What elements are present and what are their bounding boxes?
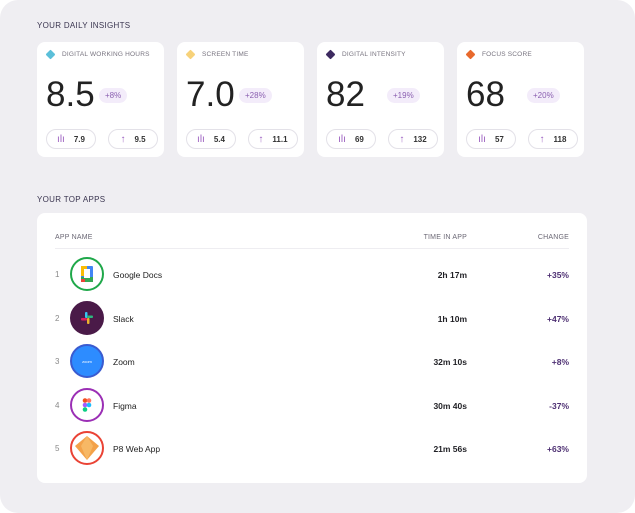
average-pill: ılı 69 [326, 129, 376, 149]
app-name: Figma [113, 400, 137, 411]
table-row[interactable]: 1 Google Docs 2h 17m +35% [37, 257, 587, 293]
top-apps-title: YOUR TOP APPS [37, 195, 106, 204]
average-pill: ılı 57 [466, 129, 516, 149]
card-value: 68 [466, 75, 505, 114]
insight-card[interactable]: FOCUS SCORE 68 +20% ılı 57 ↑ 118 [457, 42, 584, 157]
time-in-app: 2h 17m [437, 270, 467, 280]
high-pill: ↑ 11.1 [248, 129, 298, 149]
average-value: 69 [354, 134, 364, 144]
app-name: P8 Web App [113, 444, 161, 454]
card-label: DIGITAL WORKING HOURS [62, 51, 150, 58]
p8-logo [70, 431, 104, 465]
bar-chart-icon: ılı [197, 133, 205, 145]
app-name: Slack [113, 313, 134, 324]
app-name: Google Docs [113, 270, 163, 280]
change-value: +35% [547, 270, 569, 280]
table-row[interactable]: 5 P8 Web App 21m 56s +63% [37, 431, 587, 467]
diamond-icon [45, 49, 56, 60]
app-name: Zoom [113, 357, 135, 367]
rank: 2 [55, 313, 60, 323]
high-pill: ↑ 132 [388, 129, 438, 149]
card-label: DIGITAL INTENSITY [342, 51, 406, 58]
col-time[interactable]: TIME IN APP [423, 234, 467, 241]
table-row[interactable]: 2 Slack 1h 10m +47% [37, 300, 587, 337]
col-change[interactable]: CHANGE [537, 234, 569, 241]
card-label: SCREEN TIME [202, 51, 249, 58]
card-value: 82 [326, 75, 365, 114]
change-badge: +8% [99, 88, 128, 103]
insight-card[interactable]: SCREEN TIME 7.0 +28% ılı 5.4 ↑ 11.1 [177, 42, 304, 157]
zoom-logo: zoom [70, 344, 104, 378]
change-badge: +20% [527, 88, 560, 103]
bar-chart-icon: ılı [57, 133, 65, 145]
change-value: +47% [547, 313, 569, 324]
top-apps-table: APP NAME TIME IN APP CHANGE 1 Google Doc… [37, 213, 587, 483]
change-value: +8% [551, 357, 569, 367]
high-value: 132 [413, 134, 427, 144]
change-value: +63% [547, 444, 569, 454]
diamond-icon [465, 49, 476, 60]
slack-logo [70, 300, 104, 335]
rank: 1 [55, 270, 60, 279]
card-value: 8.5 [46, 75, 95, 114]
insight-card[interactable]: DIGITAL WORKING HOURS 8.5 +8% ılı 7.9 ↑ 9.… [37, 42, 164, 157]
rank: 5 [55, 444, 60, 453]
time-in-app: 21m 56s [433, 444, 467, 454]
bar-chart-icon: ılı [338, 133, 346, 145]
zoom-logo-text: zoom [82, 358, 92, 364]
card-value: 7.0 [186, 75, 235, 114]
high-value: 118 [553, 134, 567, 144]
time-in-app: 30m 40s [433, 400, 467, 411]
figma-logo [70, 387, 104, 422]
table-row[interactable]: 4 Figma 30m 40s -37% [37, 387, 587, 424]
arrow-up-icon: ↑ [120, 133, 126, 145]
change-badge: +19% [387, 88, 420, 103]
table-row[interactable]: 3 zoom Zoom 32m 10s +8% [37, 344, 587, 380]
insights-title: YOUR DAILY INSIGHTS [37, 21, 131, 30]
header-divider [55, 248, 569, 249]
arrow-up-icon: ↑ [258, 133, 264, 145]
high-value: 9.5 [134, 134, 146, 144]
time-in-app: 32m 10s [433, 357, 467, 367]
average-value: 7.9 [73, 134, 85, 144]
rank: 3 [55, 357, 60, 366]
time-in-app: 1h 10m [437, 313, 467, 324]
bar-chart-icon: ılı [478, 133, 486, 145]
average-value: 57 [494, 134, 504, 144]
average-pill: ılı 7.9 [46, 129, 96, 149]
rank: 4 [55, 400, 60, 410]
google-docs-logo [70, 257, 104, 291]
insight-card[interactable]: DIGITAL INTENSITY 82 +19% ılı 69 ↑ 132 [317, 42, 444, 157]
col-app-name[interactable]: APP NAME [55, 234, 93, 241]
high-pill: ↑ 118 [528, 129, 578, 149]
average-pill: ılı 5.4 [186, 129, 236, 149]
high-pill: ↑ 9.5 [108, 129, 158, 149]
arrow-up-icon: ↑ [539, 133, 545, 145]
diamond-icon [185, 49, 196, 60]
change-badge: +28% [239, 88, 272, 103]
card-label: FOCUS SCORE [482, 51, 532, 58]
arrow-up-icon: ↑ [399, 133, 405, 145]
change-value: -37% [549, 400, 569, 411]
high-value: 11.1 [272, 134, 288, 144]
diamond-icon [325, 49, 336, 60]
average-value: 5.4 [213, 134, 225, 144]
